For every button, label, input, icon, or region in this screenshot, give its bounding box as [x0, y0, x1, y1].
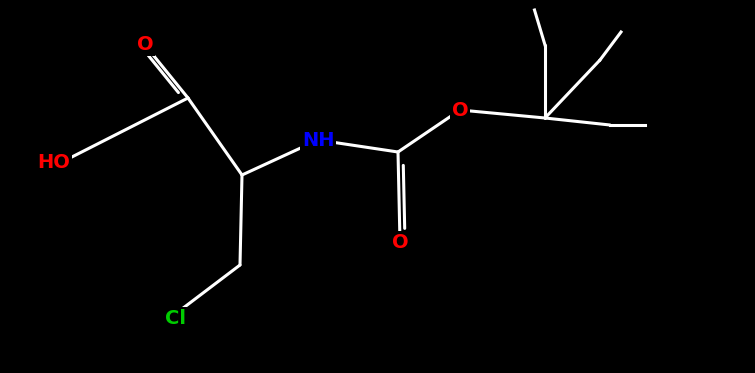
Text: O: O: [451, 100, 468, 119]
Text: O: O: [137, 35, 153, 54]
Text: NH: NH: [302, 131, 334, 150]
Text: O: O: [392, 232, 408, 251]
Text: Cl: Cl: [165, 308, 186, 327]
Text: HO: HO: [37, 153, 70, 172]
